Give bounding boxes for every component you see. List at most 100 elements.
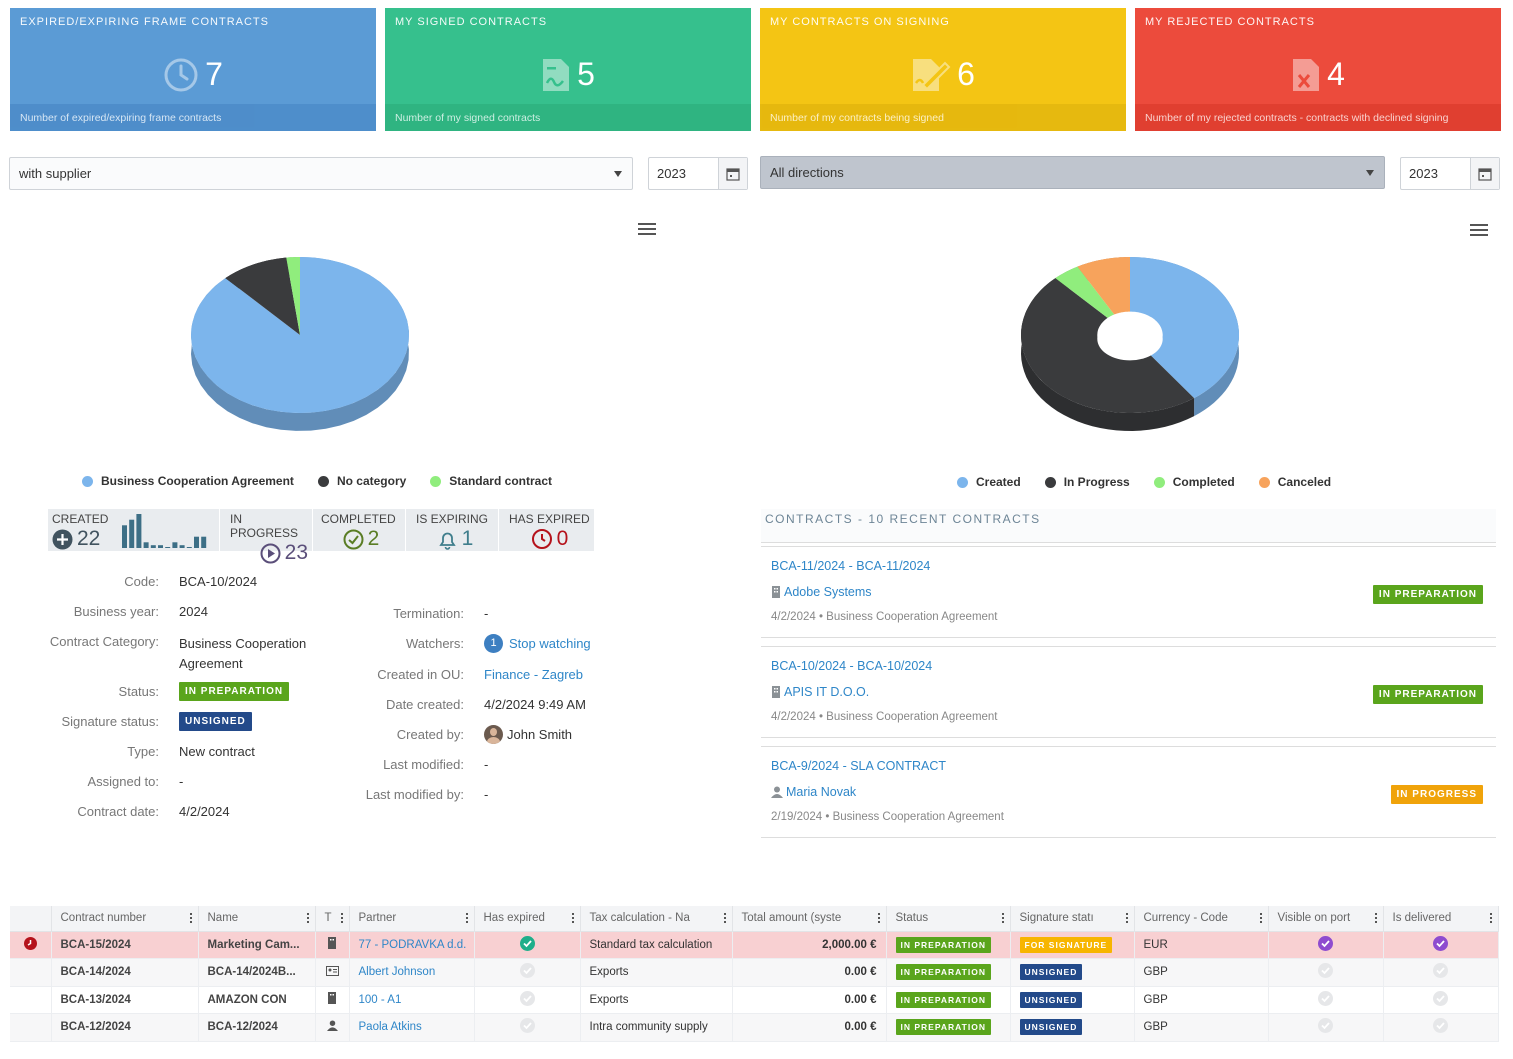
column-header[interactable]: Partner — [349, 906, 475, 932]
calendar-icon[interactable] — [1470, 158, 1499, 189]
column-menu-icon[interactable] — [1489, 913, 1492, 925]
column-menu-icon[interactable] — [340, 913, 343, 925]
column-header[interactable]: Currency - Code — [1134, 906, 1269, 932]
column-header[interactable]: Is delivered — [1383, 906, 1499, 932]
partner-link[interactable]: Albert Johnson — [349, 958, 475, 987]
partner-link[interactable]: 100 - A1 — [349, 986, 475, 1014]
legend-item[interactable]: No category — [317, 474, 406, 488]
column-header[interactable]: T — [315, 906, 350, 932]
column-header[interactable]: Visible on port — [1268, 906, 1384, 932]
legend-marker — [1044, 476, 1056, 488]
building-icon — [328, 992, 336, 1005]
chart-menu-icon[interactable] — [1470, 224, 1488, 238]
legend-item[interactable]: Standard contract — [430, 474, 552, 488]
card-expired-contracts[interactable]: EXPIRED/EXPIRING FRAME CONTRACTS 7 Numbe… — [10, 8, 376, 131]
signature-status-badge: UNSIGNED — [1019, 964, 1083, 981]
column-menu-icon[interactable] — [877, 913, 880, 925]
tax-calculation: Exports — [580, 958, 733, 987]
legend-item[interactable]: Completed — [1153, 475, 1235, 489]
watchers-count-badge: 1 — [484, 634, 503, 653]
stat-expired[interactable]: HAS EXPIRED 0 — [499, 509, 594, 551]
table-row[interactable]: BCA-13/2024 AMAZON CON 100 - A1 Exports … — [10, 986, 1499, 1014]
stat-completed[interactable]: COMPLETED 2 — [313, 509, 406, 551]
card-signed-contracts[interactable]: MY SIGNED CONTRACTS 5 Number of my signe… — [385, 8, 751, 131]
column-menu-icon[interactable] — [306, 913, 309, 925]
partner-link[interactable]: Adobe Systems — [784, 585, 872, 599]
stat-in-progress[interactable]: IN PROGRESS 23 — [220, 509, 313, 564]
stop-watching-link[interactable]: Stop watching — [509, 636, 591, 651]
partner-link[interactable]: APIS IT D.O.O. — [784, 685, 870, 699]
signing-document-icon — [913, 58, 951, 91]
column-header[interactable]: Contract number — [51, 906, 199, 932]
column-menu-icon[interactable] — [465, 913, 468, 925]
column-header[interactable]: Status — [886, 906, 1011, 932]
pie-slice-in-progress[interactable] — [1021, 278, 1195, 413]
contract-title-link[interactable]: BCA-10/2024 - BCA-10/2024 — [771, 659, 933, 673]
column-menu-icon[interactable] — [1374, 913, 1377, 925]
column-menu-icon[interactable] — [1259, 913, 1262, 925]
column-header[interactable]: Name — [198, 906, 316, 932]
column-menu-icon[interactable] — [723, 913, 726, 925]
signature-status-badge: FOR SIGNATURE — [1019, 936, 1113, 953]
contract-title-link[interactable]: BCA-9/2024 - SLA CONTRACT — [771, 759, 947, 773]
recent-contract-item[interactable]: BCA-11/2024 - BCA-11/2024 Adobe Systems … — [761, 546, 1496, 638]
column-menu-icon[interactable] — [189, 913, 192, 925]
card-rejected-contracts[interactable]: MY REJECTED CONTRACTS 4 Number of my rej… — [1135, 8, 1501, 131]
year-picker-right[interactable]: 2023 — [1400, 157, 1500, 190]
chart-menu-icon[interactable] — [638, 223, 656, 237]
legend-item[interactable]: Created — [957, 475, 1021, 489]
partner-link[interactable]: Paola Atkins — [349, 1013, 475, 1042]
pie-slice-no-category[interactable] — [225, 257, 300, 335]
calendar-icon[interactable] — [718, 158, 747, 189]
legend-item[interactable]: Business Cooperation Agreement — [82, 474, 294, 488]
type-value: New contract — [179, 744, 255, 759]
pie-slice-completed[interactable] — [1055, 266, 1115, 318]
ou-link[interactable]: Finance - Zagreb — [484, 667, 583, 682]
partner-link[interactable]: 77 - PODRAVKA d.d. — [349, 931, 475, 959]
stat-label: CREATED — [52, 512, 109, 526]
column-menu-icon[interactable] — [1001, 913, 1004, 925]
year-value[interactable]: 2023 — [1409, 166, 1438, 181]
created-by-value: John Smith — [507, 727, 573, 742]
pie-slice-created[interactable] — [1130, 257, 1239, 399]
column-header[interactable]: Has expired — [474, 906, 581, 932]
pie-slice-standard-contract[interactable] — [286, 257, 300, 335]
table-row[interactable]: BCA-15/2024 Marketing Cam... 77 - PODRAV… — [10, 931, 1499, 959]
table-row[interactable]: BCA-14/2024 BCA-14/2024B... Albert Johns… — [10, 958, 1499, 987]
partner-link[interactable]: Maria Novak — [786, 785, 857, 799]
contract-title-link[interactable]: BCA-11/2024 - BCA-11/2024 — [771, 559, 931, 573]
ou-label: Created in OU: — [377, 667, 464, 682]
column-menu-icon[interactable] — [571, 913, 574, 925]
stat-expiring[interactable]: IS EXPIRING 1 — [406, 509, 499, 551]
column-menu-icon[interactable] — [1125, 913, 1128, 925]
year-picker-left[interactable]: 2023 — [648, 157, 748, 190]
assigned-value: - — [179, 774, 184, 789]
total-amount: 0.00 € — [732, 1013, 887, 1042]
building-icon — [772, 686, 780, 698]
recent-contract-item[interactable]: BCA-9/2024 - SLA CONTRACT Maria Novak 2/… — [761, 746, 1496, 838]
check-circle-icon — [1433, 990, 1448, 1006]
created-sparkline — [122, 514, 207, 548]
card-signing-contracts[interactable]: MY CONTRACTS ON SIGNING 6 Number of my c… — [760, 8, 1126, 131]
column-header[interactable] — [10, 906, 52, 932]
table-row[interactable]: BCA-12/2024 BCA-12/2024 Paola Atkins Int… — [10, 1013, 1499, 1042]
signature-status-badge: UNSIGNED — [1019, 991, 1083, 1008]
column-header[interactable]: Signature statı — [1010, 906, 1135, 932]
stat-value: 2 — [367, 527, 380, 550]
partner-direction-select[interactable]: with supplier — [9, 157, 633, 190]
column-header[interactable]: Tax calculation - Na — [580, 906, 733, 932]
check-circle-icon — [519, 963, 535, 979]
signature-status-label: Signature status: — [61, 714, 159, 729]
recent-contract-item[interactable]: BCA-10/2024 - BCA-10/2024 APIS IT D.O.O.… — [761, 646, 1496, 738]
year-value[interactable]: 2023 — [657, 166, 686, 181]
pie-slice-canceled[interactable] — [1077, 257, 1131, 315]
bell-icon — [438, 532, 456, 550]
column-header[interactable]: Total amount (syste — [732, 906, 887, 932]
date-created-label: Date created: — [385, 697, 464, 712]
legend-item[interactable]: Canceled — [1258, 475, 1331, 489]
legend-item[interactable]: In Progress — [1044, 475, 1130, 489]
stat-value: 1 — [461, 527, 474, 550]
direction-select[interactable]: All directions — [760, 156, 1385, 189]
date-created-value: 4/2/2024 9:49 AM — [484, 697, 586, 712]
stat-created[interactable]: CREATED 22 — [48, 509, 220, 551]
